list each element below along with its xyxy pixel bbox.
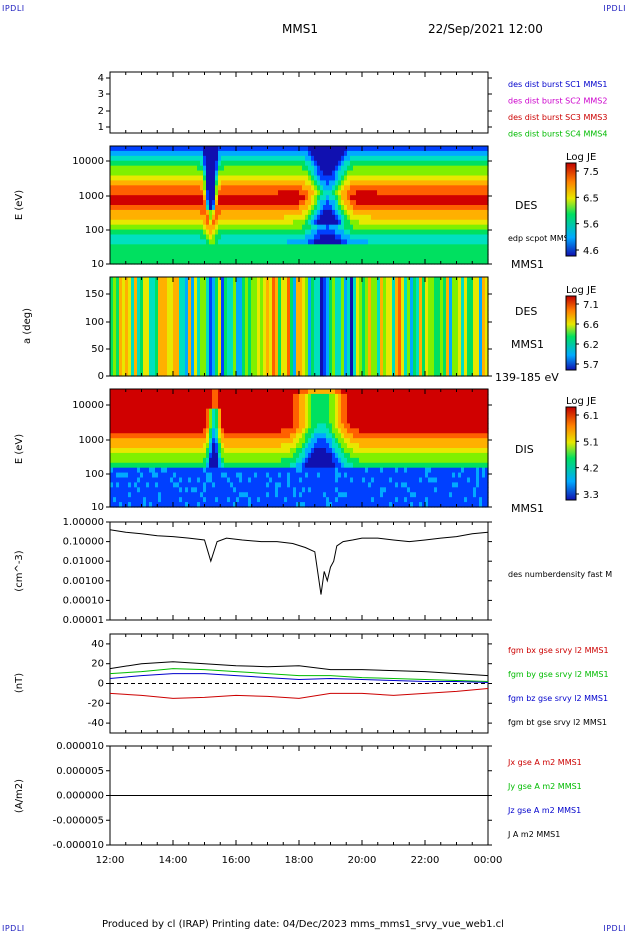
- burst-legend-entry: des dist burst SC2 MMS2: [508, 97, 607, 106]
- des-energy-colorbar-tick-label: 4.6: [583, 246, 599, 257]
- des-energy-overlay-label: edp scpot MMS1: [508, 234, 574, 243]
- des-energy-colorbar-tick-label: 5.6: [583, 220, 599, 231]
- burst-ytick-label: 2: [98, 106, 104, 117]
- des-energy-colorbar-tick-label: 7.5: [583, 167, 599, 178]
- des-energy-colorbar: [566, 163, 576, 256]
- des-energy-ytick-label: 100: [85, 225, 104, 236]
- burst-ytick-label: 1: [98, 122, 104, 133]
- des-energy-colorbar-tick-label: 6.5: [583, 193, 599, 204]
- des-energy-colorbar-title: Log JE: [566, 152, 596, 163]
- burst-legend-entry: des dist burst SC1 MMS1: [508, 80, 607, 89]
- des-energy-ytick-label: 10: [91, 259, 104, 270]
- burst-panel-frame: [110, 72, 488, 133]
- des-energy-ytick-label: 10000: [72, 156, 104, 167]
- des-energy-ytick-label: 1000: [79, 191, 104, 202]
- burst-ytick-label: 3: [98, 89, 104, 100]
- burst-legend-entry: des dist burst SC3 MMS3: [508, 113, 607, 122]
- des-energy-instrument-label: DES: [515, 199, 537, 212]
- des-energy-sc-label: MMS1: [511, 258, 544, 271]
- des-energy-ylabel: E (eV): [14, 190, 25, 220]
- burst-ytick-label: 4: [98, 73, 104, 84]
- burst-legend-entry: des dist burst SC4 MMS4: [508, 130, 607, 139]
